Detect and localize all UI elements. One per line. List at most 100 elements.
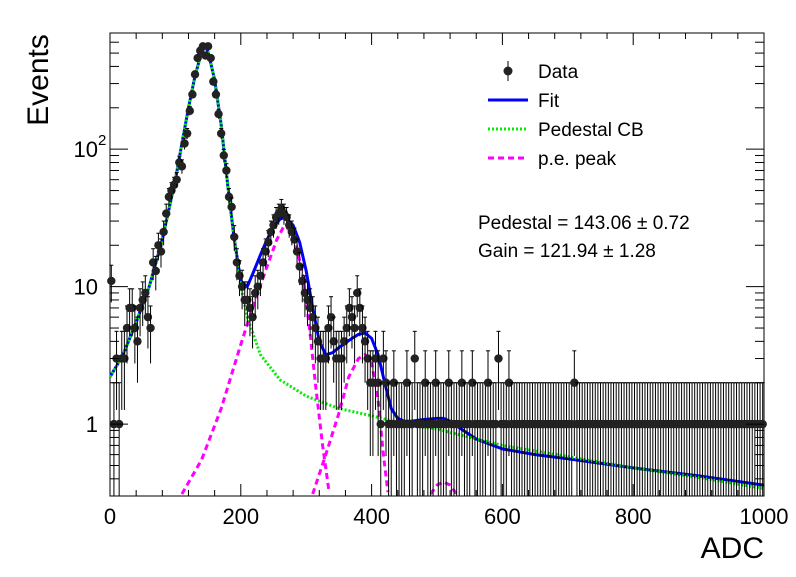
- data-point: [243, 295, 252, 305]
- data-point: [431, 378, 440, 387]
- data-point: [214, 109, 223, 119]
- data-point: [373, 378, 383, 387]
- data-point: [164, 192, 174, 202]
- data-point: [193, 53, 202, 63]
- data-point: [237, 282, 247, 291]
- plot-frame: [109, 32, 765, 497]
- data-point: [363, 354, 372, 363]
- data-point: [324, 323, 333, 333]
- data-point: [203, 42, 213, 51]
- data-point: [321, 354, 331, 363]
- data-point: [206, 53, 215, 63]
- data-point: [151, 266, 160, 276]
- data-point: [353, 288, 362, 298]
- data-point: [371, 354, 380, 363]
- data-point: [381, 378, 391, 387]
- data-point: [159, 227, 168, 237]
- data-point: [570, 378, 579, 387]
- curve-p-e-peak: [180, 225, 331, 495]
- data-point: [138, 295, 147, 305]
- data-point: [209, 77, 218, 86]
- data-point: [261, 247, 270, 256]
- legend: Data Fit Pedestal CB p.e. peak: [488, 61, 644, 170]
- data-point: [190, 70, 200, 79]
- data-point: [211, 90, 221, 99]
- data-point: [292, 247, 302, 256]
- legend-label: p.e. peak: [538, 149, 617, 170]
- data-point: [303, 295, 312, 305]
- data-point: [130, 323, 140, 333]
- data-point: [248, 312, 257, 322]
- data-point: [347, 312, 357, 322]
- data-point: [253, 282, 263, 291]
- data-point: [250, 288, 260, 298]
- x-tick-label: 0: [104, 504, 116, 529]
- data-point: [107, 276, 116, 286]
- data-point: [135, 303, 145, 313]
- data-point: [120, 354, 129, 363]
- data-point: [457, 378, 467, 387]
- data-point: [300, 288, 310, 298]
- data-point: [345, 303, 354, 313]
- data-point: [172, 175, 181, 184]
- data-point: [350, 323, 359, 333]
- data-point: [245, 303, 255, 313]
- data-point: [185, 106, 194, 116]
- data-point: [222, 166, 231, 175]
- fit-annotation: Pedestal = 143.06 ± 0.72: [478, 213, 690, 234]
- data-point: [483, 378, 493, 387]
- data-point: [235, 271, 244, 280]
- x-tick-label: 800: [615, 504, 652, 529]
- data-point: [329, 337, 338, 346]
- fit-annotation: Gain = 121.94 ± 1.28: [478, 241, 656, 262]
- data-point: [154, 241, 163, 250]
- x-tick-label: 1000: [740, 504, 789, 529]
- data-point: [258, 258, 268, 267]
- data-point: [188, 90, 197, 99]
- data-point: [295, 262, 304, 271]
- data-point: [298, 276, 307, 286]
- data-point: [230, 232, 239, 242]
- data-point: [216, 129, 226, 138]
- data-point: [326, 312, 336, 322]
- data-point: [122, 323, 132, 333]
- data-point: [156, 247, 166, 256]
- data-point: [180, 139, 189, 148]
- legend-marker-data: [503, 66, 513, 76]
- data-point: [311, 323, 320, 333]
- fit-annotations: Pedestal = 143.06 ± 0.72 Gain = 121.94 ± …: [478, 213, 690, 262]
- data-point: [342, 323, 351, 333]
- data-point: [421, 378, 430, 387]
- data-point: [389, 378, 399, 387]
- data-point: [410, 354, 419, 363]
- data-point: [494, 354, 503, 363]
- data-point: [305, 303, 315, 313]
- x-tick-label: 600: [484, 504, 521, 529]
- data-point: [256, 271, 265, 280]
- y-tick-label: 1: [86, 412, 98, 437]
- chart-marks: [107, 42, 767, 496]
- data-point: [444, 378, 453, 387]
- data-point: [337, 354, 346, 363]
- data-point: [287, 227, 297, 237]
- data-point: [264, 238, 273, 247]
- data-point: [379, 354, 388, 363]
- data-point: [360, 337, 370, 346]
- y-axis-label: Events: [22, 34, 55, 126]
- y-tick-exponent: 2: [98, 132, 106, 149]
- data-point: [284, 220, 294, 230]
- data-point: [146, 323, 155, 333]
- data-point: [141, 288, 150, 298]
- legend-label: Data: [538, 62, 579, 83]
- data-point: [402, 378, 412, 387]
- data-point: [269, 220, 278, 230]
- data-point: [504, 378, 514, 387]
- curve-p-e-peak-2: [311, 352, 390, 495]
- data-point: [313, 337, 323, 346]
- data-point: [219, 151, 228, 160]
- y-tick-label: 10: [74, 137, 98, 162]
- x-tick-label: 200: [222, 504, 259, 529]
- legend-label: Pedestal CB: [538, 120, 644, 141]
